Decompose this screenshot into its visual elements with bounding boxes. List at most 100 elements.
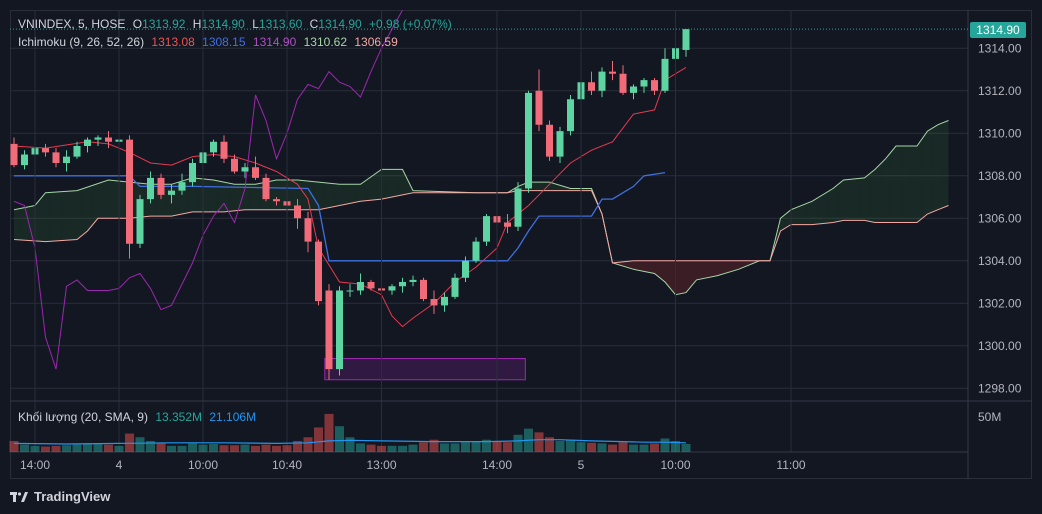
volume-bar <box>177 445 187 452</box>
ichimoku-cloud-segment <box>365 176 371 201</box>
volume-bar <box>366 444 376 452</box>
ichimoku-cloud-segment <box>355 184 361 203</box>
y-tick-label: 1304.00 <box>978 254 1022 268</box>
candle-body <box>94 137 102 140</box>
tradingview-icon <box>10 491 28 502</box>
ichimoku-cloud-segment <box>638 260 644 272</box>
volume-bar <box>30 445 40 452</box>
volume-legend[interactable]: Khối lượng (20, SMA, 9) 13.352M 21.106M <box>18 410 260 424</box>
ichimoku-label: Ichimoku (9, 26, 52, 26) <box>18 35 145 49</box>
volume-bar <box>146 440 155 452</box>
ichimoku-cloud-segment <box>66 190 72 241</box>
y-tick-label: 1314.00 <box>978 41 1022 55</box>
volume-bar <box>513 434 523 452</box>
ichimoku-cloud-segment <box>56 191 62 241</box>
candle-body <box>409 279 417 282</box>
volume-bar <box>209 444 218 452</box>
ichimoku-cloud-segment <box>14 208 20 240</box>
ichimoku-conversion-value: 1313.08 <box>151 35 195 49</box>
volume-bar <box>240 444 250 452</box>
ichimoku-cloud-segment <box>785 209 791 228</box>
x-tick-label: 10:00 <box>660 458 690 472</box>
plot-area <box>10 10 968 389</box>
ichimoku-cloud-segment <box>318 182 324 210</box>
low-value: 1313.60 <box>258 17 303 31</box>
volume-bar <box>282 445 292 452</box>
volume-bar <box>345 437 355 452</box>
ichimoku-cloud-segment <box>313 181 319 210</box>
volume-bar <box>51 445 61 452</box>
x-tick-label: 10:40 <box>272 458 302 472</box>
volume-bar <box>261 444 271 452</box>
volume-bar <box>618 442 628 452</box>
low-label: L <box>252 17 259 31</box>
ichimoku-cloud-segment <box>864 173 870 222</box>
ichimoku-cloud-segment <box>339 184 345 206</box>
volume-bar <box>482 439 491 452</box>
volume-bar <box>429 439 439 452</box>
change-value: +0.98 (+0.07%) <box>369 17 452 31</box>
volume-bar <box>188 443 197 452</box>
ichimoku-cloud-segment <box>187 177 193 213</box>
candle-body <box>315 241 322 302</box>
volume-bar <box>555 440 565 452</box>
ichimoku-cloud-segment <box>581 188 587 191</box>
candle-body <box>346 290 354 292</box>
volume-bar <box>440 443 449 452</box>
volume-bar <box>587 442 596 452</box>
volume-bar <box>104 444 113 452</box>
y-tick-label: 1312.00 <box>978 84 1022 98</box>
ichimoku-cloud-segment <box>665 260 671 289</box>
ichimoku-legend[interactable]: Ichimoku (9, 26, 52, 26) 1313.08 1308.15… <box>18 35 402 49</box>
ichimoku-cloud-segment <box>224 182 230 212</box>
ichimoku-cloud-segment <box>932 124 938 212</box>
y-tick-label: 1302.00 <box>978 296 1022 310</box>
ichimoku-cloud-segment <box>250 184 256 210</box>
ichimoku-cloud-segment <box>806 201 812 225</box>
tradingview-logo[interactable]: TradingView <box>10 489 110 504</box>
candle-body <box>84 139 91 146</box>
candle-body <box>441 296 448 306</box>
volume-bar <box>492 440 502 452</box>
candle-body <box>661 58 669 91</box>
volume-bar <box>534 432 544 452</box>
ichimoku-cloud-segment <box>376 169 382 200</box>
ichimoku-cloud-segment <box>911 146 917 223</box>
ichimoku-cloud-segment <box>213 180 219 212</box>
candle-body <box>63 156 70 163</box>
watermark-text: TradingView <box>34 489 111 504</box>
volume-bar <box>293 440 302 452</box>
volume-bar <box>20 444 29 452</box>
ichimoku-cloud-segment <box>271 180 277 210</box>
volume-bar <box>314 427 323 452</box>
close-value: 1314.90 <box>318 17 362 31</box>
ichimoku-cloud-segment <box>45 192 51 242</box>
ichimoku-lagging-value: 1314.90 <box>252 35 297 49</box>
volume-sma-line <box>13 439 687 445</box>
volume-bar <box>83 443 92 452</box>
ichimoku-cloud-segment <box>40 192 46 242</box>
volume-bar <box>398 445 407 452</box>
ichimoku-cloud-segment <box>812 198 818 225</box>
ichimoku-cloud-segment <box>680 260 686 294</box>
volume-bar <box>566 439 575 452</box>
ichimoku-cloud-segment <box>245 184 251 210</box>
candle-body <box>483 216 490 242</box>
ichimoku-cloud-segment <box>817 194 823 225</box>
candle-body <box>73 146 81 157</box>
ichimoku-cloud-segment <box>633 260 639 271</box>
candle-body <box>546 124 553 157</box>
ichimoku-cloud-segment <box>192 177 198 212</box>
volume-bar <box>576 442 586 452</box>
candle-body <box>630 86 637 93</box>
candle-body <box>294 205 301 219</box>
volume-bar <box>251 445 260 452</box>
ichimoku-cloud-segment <box>82 187 88 236</box>
candle-body <box>210 141 217 153</box>
candle-body <box>168 190 175 195</box>
ichimoku-cloud-segment <box>938 122 944 210</box>
ichimoku-cloud-segment <box>229 183 235 212</box>
x-tick-label: 10:00 <box>188 458 218 472</box>
ichimoku-base-value: 1308.15 <box>202 35 246 49</box>
